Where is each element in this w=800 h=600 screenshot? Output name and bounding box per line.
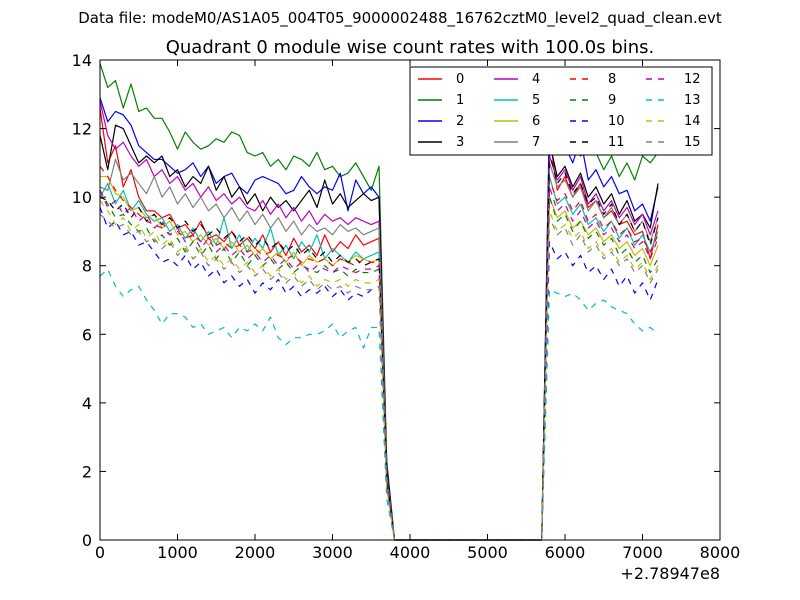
legend-label-5: 5 [532,93,540,108]
y-tick-label: 8 [82,257,92,276]
y-tick-label: 6 [82,325,92,344]
plot-frame [99,59,721,541]
legend-label-15: 15 [684,135,701,150]
x-tick-label: 8000 [700,543,741,562]
x-tick-label: 7000 [622,543,663,562]
series-line-11 [99,151,659,541]
x-tick-label: 2000 [235,543,276,562]
legend-frame [409,66,713,156]
x-tick-label: 5000 [467,543,508,562]
x-tick-label: 4000 [390,543,431,562]
y-tick-label: 0 [82,531,92,550]
x-tick-label: 0 [95,543,105,562]
legend-label-14: 14 [684,114,701,129]
legend-label-7: 7 [532,135,540,150]
series-line-5 [99,175,659,541]
legend-label-0: 0 [456,72,464,87]
chart-title: Quadrant 0 module wise count rates with … [166,37,655,58]
series-lines [99,63,659,541]
y-tick-label: 2 [82,462,92,481]
legend-label-12: 12 [684,72,701,87]
series-line-15 [99,213,659,541]
legend-label-2: 2 [456,114,464,129]
series-line-8 [99,165,659,541]
y-tick-label: 4 [82,394,92,413]
legend-label-1: 1 [456,93,464,108]
x-tick-label: 1000 [157,543,198,562]
series-line-3 [99,124,659,541]
series-line-7 [99,158,659,541]
x-tick-label: 6000 [545,543,586,562]
legend-label-4: 4 [532,72,540,87]
series-line-12 [99,186,659,541]
legend-label-13: 13 [684,93,701,108]
x-offset-label: +2.78947e8 [620,564,720,583]
legend-label-9: 9 [608,93,616,108]
y-tick-label: 12 [72,120,92,139]
legend-label-8: 8 [608,72,616,87]
legend-label-3: 3 [456,135,464,150]
axis-ticks: 0 1000 2000 3000 4000 5000 6000 7000 80000246810… [72,51,741,562]
legend-label-10: 10 [608,114,625,129]
legend-label-11: 11 [608,135,625,150]
series-line-13 [99,268,659,541]
y-tick-label: 14 [72,51,92,70]
y-tick-label: 10 [72,188,92,207]
series-line-4 [99,101,659,541]
chart-suptitle: Data file: modeM0/AS1A05_004T05_90000024… [78,9,722,28]
legend-label-6: 6 [532,114,540,129]
x-tick-label: 3000 [312,543,353,562]
